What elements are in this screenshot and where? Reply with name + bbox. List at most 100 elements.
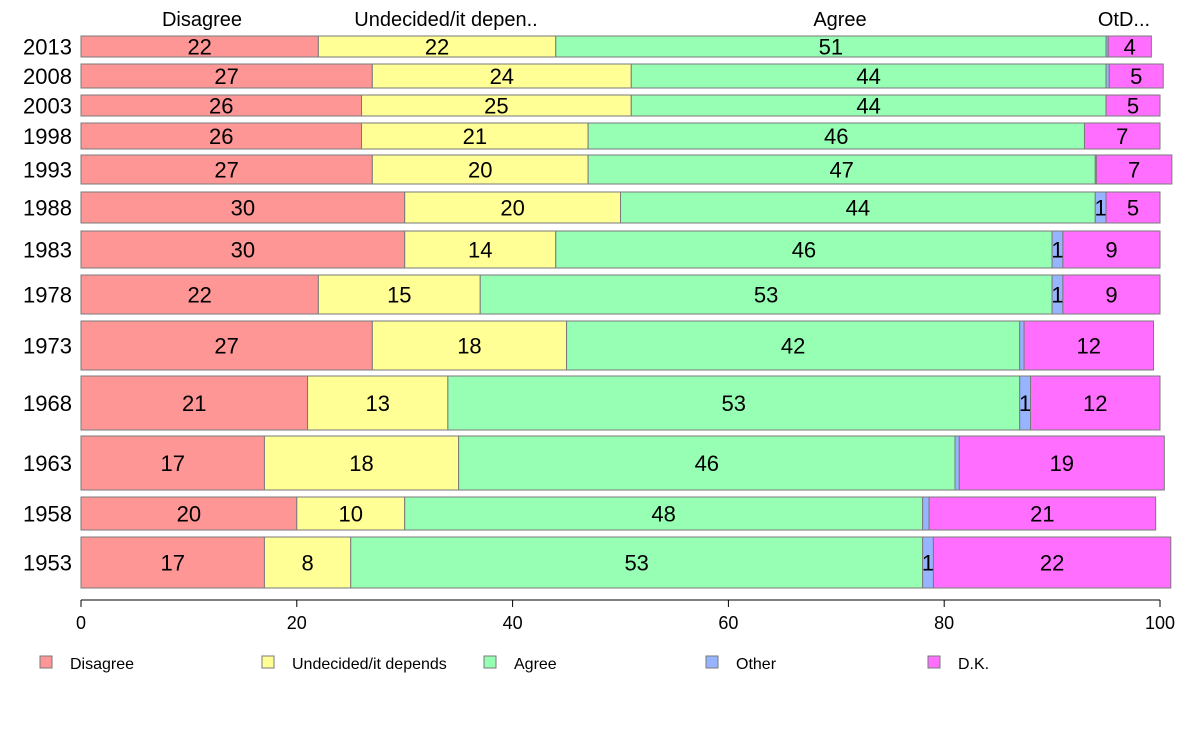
column-header-agree: Agree (813, 9, 866, 31)
bar-segment-disagree (80, 191, 406, 224)
bar-segment-d-k- (1062, 230, 1161, 269)
year-label: 1988 (23, 196, 72, 221)
bar-value-label: 5 (1130, 64, 1142, 89)
legend-swatch (927, 655, 941, 669)
bar-value-label: 20 (177, 502, 201, 527)
bar-value-label: 44 (856, 94, 880, 119)
bar-value-label: 12 (1077, 334, 1101, 359)
x-tick-label: 0 (76, 613, 86, 633)
bar-value-label: 22 (1040, 551, 1064, 576)
x-tick-label: 100 (1145, 613, 1175, 633)
bar-value-label: 1 (1051, 283, 1063, 308)
bar-segment-disagree (80, 154, 373, 185)
bar-value-label: 13 (365, 391, 389, 416)
bar-value-label: 44 (846, 196, 870, 221)
year-label: 1998 (23, 124, 72, 149)
bar-segment-agree (630, 63, 1107, 89)
bar-segment-agree (555, 230, 1053, 269)
bar-value-label: 9 (1105, 283, 1117, 308)
bar-value-label: 21 (1030, 502, 1054, 527)
bar-segment-agree (587, 122, 1085, 150)
year-label: 1968 (23, 391, 72, 416)
bar-value-label: 18 (457, 334, 481, 359)
legend-swatch (705, 655, 719, 669)
bar-segment-agree (620, 191, 1096, 224)
legend-label: D.K. (958, 656, 989, 673)
bar-value-label: 20 (500, 196, 524, 221)
bar-segment-d-k- (1030, 375, 1161, 431)
bar-value-label: 53 (754, 283, 778, 308)
bar-value-label: 14 (468, 238, 492, 263)
bar-value-label: 30 (231, 196, 255, 221)
bar-segment-disagree (80, 63, 373, 89)
bar-segment-d-k- (1105, 94, 1161, 117)
bar-value-label: 27 (214, 64, 238, 89)
bar-value-label: 17 (160, 451, 184, 476)
bar-value-label: 7 (1116, 124, 1128, 149)
x-tick-label: 40 (503, 613, 523, 633)
bar-segment-other (922, 496, 930, 531)
legend-label: Disagree (70, 656, 134, 673)
bar-value-label: 53 (722, 391, 746, 416)
bar-segment-disagree (80, 536, 265, 589)
year-label: 1983 (23, 238, 72, 263)
bar-segment-disagree (80, 230, 406, 269)
bar-segment-disagree (80, 320, 373, 371)
year-label: 2003 (23, 94, 72, 119)
column-header-d-k-: OtD... (1098, 9, 1150, 31)
year-label: 1993 (23, 158, 72, 183)
bar-value-label: 53 (624, 551, 648, 576)
bar-segment-disagree (80, 122, 363, 150)
bar-segment-d-k- (1105, 191, 1161, 224)
bar-value-label: 22 (187, 283, 211, 308)
bar-value-label: 30 (231, 238, 255, 263)
bar-segment-agree (447, 375, 1021, 431)
column-header-undecided-it-depends: Undecided/it depen.. (354, 9, 537, 31)
bar-value-label: 48 (651, 502, 675, 527)
bar-value-label: 20 (468, 158, 492, 183)
bar-segment-undecided-it-depends (361, 122, 589, 150)
bar-value-label: 9 (1105, 238, 1117, 263)
bar-value-label: 1 (1051, 238, 1063, 263)
bar-value-label: 22 (425, 35, 449, 60)
bar-value-label: 22 (187, 35, 211, 60)
bar-value-label: 7 (1128, 158, 1140, 183)
year-label: 1958 (23, 502, 72, 527)
bar-segment-agree (587, 154, 1096, 185)
bar-segment-other (1019, 320, 1025, 371)
bar-value-label: 46 (824, 124, 848, 149)
bar-segment-agree (566, 320, 1021, 371)
bar-segment-d-k- (1062, 274, 1161, 315)
bar-segment-d-k- (932, 536, 1172, 589)
bar-value-label: 51 (819, 35, 843, 60)
bar-value-label: 4 (1124, 35, 1136, 60)
legend-label: Other (736, 656, 777, 673)
bar-segment-agree (479, 274, 1053, 315)
bar-value-label: 1 (1095, 196, 1107, 221)
year-label: 2013 (23, 35, 72, 60)
bar-segment-d-k- (928, 496, 1157, 531)
bar-value-label: 26 (209, 94, 233, 119)
bar-value-label: 12 (1083, 391, 1107, 416)
bar-segment-d-k- (1083, 122, 1161, 150)
bar-value-label: 26 (209, 124, 233, 149)
bar-value-label: 42 (781, 334, 805, 359)
column-header-disagree: Disagree (162, 9, 242, 31)
bar-value-label: 8 (301, 551, 313, 576)
legend-swatch (483, 655, 497, 669)
bar-segment-undecided-it-depends (404, 230, 557, 269)
x-tick-label: 20 (287, 613, 307, 633)
bar-value-label: 5 (1127, 196, 1139, 221)
legend-label: Undecided/it depends (292, 656, 447, 673)
bar-value-label: 1 (922, 551, 934, 576)
bar-value-label: 46 (792, 238, 816, 263)
legend-swatch (261, 655, 275, 669)
bar-segment-d-k- (1023, 320, 1155, 371)
legend-swatch (39, 655, 53, 669)
bar-value-label: 21 (463, 124, 487, 149)
bar-segment-d-k- (1108, 63, 1164, 89)
x-tick-label: 80 (934, 613, 954, 633)
bar-segment-other (954, 435, 960, 491)
bar-segment-disagree (80, 375, 309, 431)
bar-segment-d-k- (1107, 35, 1152, 58)
